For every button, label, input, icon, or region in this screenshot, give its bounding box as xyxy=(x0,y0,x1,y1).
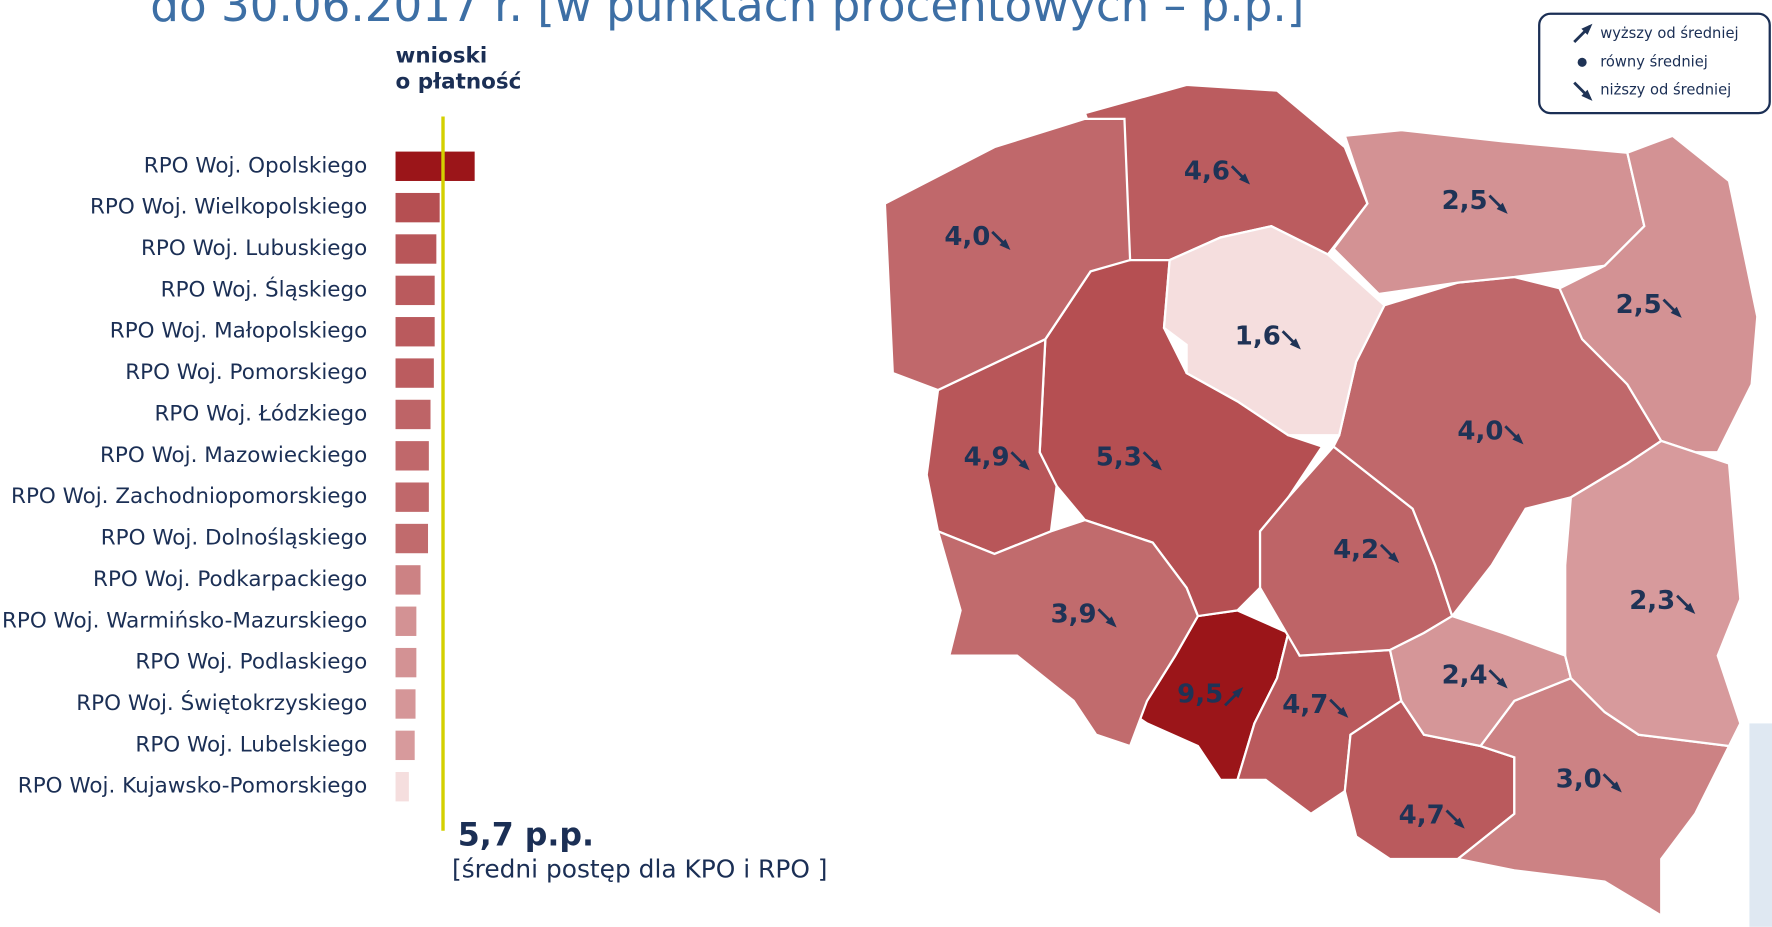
trend-arrow xyxy=(1224,687,1244,707)
trend-arrow xyxy=(1662,298,1682,318)
trend-arrow xyxy=(1010,451,1030,471)
legend-symbol xyxy=(1573,81,1593,101)
bar xyxy=(395,565,421,595)
bar xyxy=(395,358,434,388)
bar xyxy=(395,523,429,554)
category-label: RPO Woj. Kujawsko-Pomorskiego xyxy=(18,774,367,799)
category-label: RPO Woj. Podkarpackiego xyxy=(93,567,367,592)
region-value: 4,6 xyxy=(1184,156,1230,186)
bar xyxy=(395,482,429,512)
trend-arrow xyxy=(1488,669,1508,689)
decor xyxy=(1749,723,1772,927)
bar xyxy=(395,275,435,306)
category-label: RPO Woj. Zachodniopomorskiego xyxy=(11,484,367,509)
category-label: RPO Woj. Podlaskiego xyxy=(135,650,367,675)
bar xyxy=(395,647,417,678)
category-label: RPO Woj. Dolnośląskiego xyxy=(101,526,368,551)
category-label: RPO Woj. Śląskiego xyxy=(161,276,368,302)
bar xyxy=(395,399,431,430)
trend-arrow xyxy=(1602,773,1622,793)
category-label: RPO Woj. Opolskiego xyxy=(144,153,367,178)
trend-arrow xyxy=(1445,809,1465,829)
category-label: RPO Woj. Pomorskiego xyxy=(125,360,367,385)
region-value: 4,0 xyxy=(1457,416,1503,446)
region xyxy=(936,518,1200,748)
bar xyxy=(395,606,417,636)
trend-arrow xyxy=(1142,451,1162,471)
region-value: 2,5 xyxy=(1442,186,1488,216)
bar xyxy=(395,441,429,471)
trend-arrow xyxy=(1097,608,1117,628)
legend-box xyxy=(1538,12,1771,115)
region-value: 4,2 xyxy=(1333,535,1379,565)
trend-arrow xyxy=(1676,594,1696,614)
trend-arrow xyxy=(1230,165,1251,185)
legend-label: równy średniej xyxy=(1600,53,1708,70)
value-header: wnioski xyxy=(396,44,488,69)
legend-label: wyższy od średniej xyxy=(1600,25,1738,42)
region xyxy=(1332,275,1663,619)
region-value: 2,3 xyxy=(1629,586,1675,616)
bar xyxy=(395,689,416,719)
average-note: [średni postęp dla KPO i RPO ] xyxy=(452,854,827,883)
region xyxy=(1162,224,1386,437)
bar xyxy=(395,234,437,264)
region-value: 1,6 xyxy=(1235,321,1281,351)
category-label: RPO Woj. Warmińsko-Mazurskiego xyxy=(2,608,367,633)
region-value: 2,4 xyxy=(1442,660,1488,690)
region xyxy=(1332,128,1646,296)
trend-arrow xyxy=(1504,425,1524,445)
bar xyxy=(395,192,440,223)
trend-arrow xyxy=(1379,543,1400,564)
trend-arrow xyxy=(991,230,1011,251)
value-header: o płatność xyxy=(396,70,522,95)
trend-arrow xyxy=(1329,698,1349,718)
region-value: 4,9 xyxy=(964,442,1010,472)
legend-symbol xyxy=(1577,57,1587,67)
category-label: RPO Woj. Lubuskiego xyxy=(141,236,367,261)
trend-arrow xyxy=(1281,330,1301,350)
trend-arrow xyxy=(1488,194,1508,214)
average-label: 5,7 p.p. xyxy=(458,817,594,853)
region-value: 3,0 xyxy=(1556,764,1602,794)
region-value: 5,3 xyxy=(1096,442,1142,472)
legend-label: niższy od średniej xyxy=(1600,82,1731,99)
category-label: RPO Woj. Lubelskiego xyxy=(135,732,367,757)
bar xyxy=(395,151,475,181)
region xyxy=(883,117,1132,392)
region-value: 4,7 xyxy=(1399,801,1445,831)
category-label: RPO Woj. Łódzkiego xyxy=(155,401,368,426)
category-label: RPO Woj. Małopolskiego xyxy=(110,319,368,344)
region-value: 4,7 xyxy=(1282,690,1328,720)
category-label: RPO Woj. Wielkopolskiego xyxy=(90,195,367,220)
category-label: RPO Woj. Mazowieckiego xyxy=(100,443,367,468)
region xyxy=(1564,439,1742,748)
bar xyxy=(395,772,409,802)
bar xyxy=(395,317,435,347)
region-value: 9,5 xyxy=(1177,680,1223,710)
region-value: 4,0 xyxy=(944,222,990,252)
category-label: RPO Woj. Świętokrzyskiego xyxy=(76,690,367,716)
bar xyxy=(395,730,415,761)
region-value: 3,9 xyxy=(1051,599,1097,629)
legend-symbol xyxy=(1573,23,1593,43)
title: do 30.06.2017 r. [w punktach procentowyc… xyxy=(150,0,1304,32)
region-value: 2,5 xyxy=(1616,290,1662,320)
